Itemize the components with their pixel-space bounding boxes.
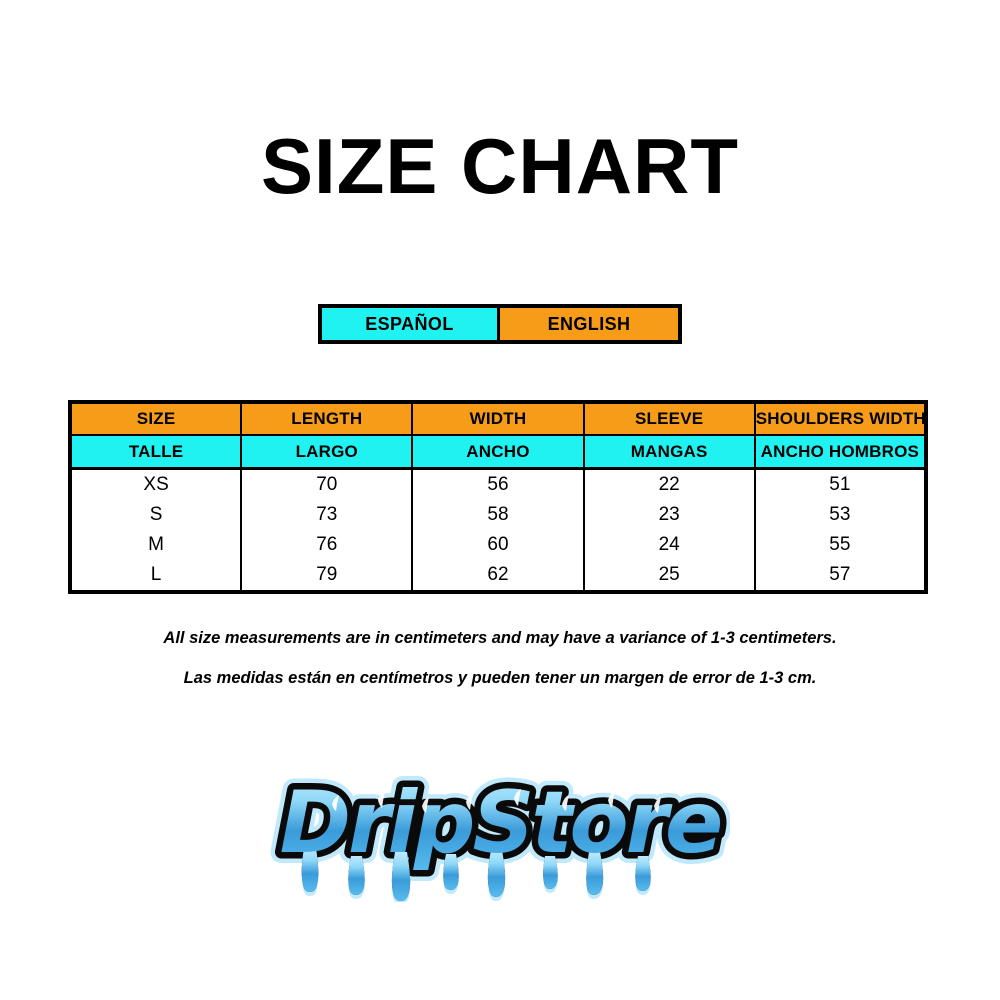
cell-shoulders-width: 57 [753, 560, 926, 592]
table-row: M 76 60 24 55 [70, 530, 926, 560]
cell-size: XS [70, 468, 243, 500]
svg-text:DripStore: DripStore [280, 773, 721, 873]
language-button-english[interactable]: ENGLISH [500, 308, 678, 340]
header-sleeve: SLEEVE [582, 402, 756, 436]
language-button-spanish[interactable]: ESPAÑOL [322, 308, 500, 340]
header-length: LENGTH [240, 402, 414, 436]
table-row: S 73 58 23 53 [70, 500, 926, 530]
cell-sleeve: 25 [582, 560, 756, 592]
cell-size: M [70, 530, 243, 560]
cell-sleeve: 24 [582, 530, 756, 560]
header-shoulders-width: SHOULDERS WIDTH [753, 402, 926, 436]
cell-sleeve: 23 [582, 500, 756, 530]
table-row: XS 70 56 22 51 [70, 468, 926, 500]
svg-text:DripStore: DripStore [280, 773, 721, 873]
dripstore-graffiti-icon: DripStore DripStore DripStore DripStore [270, 762, 730, 902]
cell-length: 79 [240, 560, 414, 592]
table-header-row-english: SIZE LENGTH WIDTH SLEEVE SHOULDERS WIDTH [70, 402, 926, 436]
header-width: WIDTH [411, 402, 585, 436]
header-mangas: MANGAS [582, 435, 756, 470]
cell-size: S [70, 500, 243, 530]
header-largo: LARGO [240, 435, 414, 470]
header-talle: TALLE [70, 435, 243, 470]
footnote-spanish: Las medidas están en centímetros y puede… [183, 669, 817, 687]
cell-shoulders-width: 55 [753, 530, 926, 560]
cell-sleeve: 22 [582, 468, 756, 500]
header-ancho-hombros: ANCHO HOMBROS [753, 435, 926, 470]
cell-width: 62 [411, 560, 585, 592]
header-ancho: ANCHO [411, 435, 585, 470]
cell-length: 73 [240, 500, 414, 530]
cell-length: 70 [240, 468, 414, 500]
table-row: L 79 62 25 57 [70, 560, 926, 592]
header-size: SIZE [70, 402, 243, 436]
cell-shoulders-width: 51 [753, 468, 926, 500]
cell-width: 58 [411, 500, 585, 530]
size-chart-table: SIZE LENGTH WIDTH SLEEVE SHOULDERS WIDTH… [68, 400, 928, 594]
cell-width: 56 [411, 468, 585, 500]
footnote-english: All size measurements are in centimeters… [163, 629, 837, 647]
cell-shoulders-width: 53 [753, 500, 926, 530]
language-toggle-group: ESPAÑOL ENGLISH [318, 304, 682, 344]
cell-width: 60 [411, 530, 585, 560]
cell-size: L [70, 560, 243, 592]
table-header-row-spanish: TALLE LARGO ANCHO MANGAS ANCHO HOMBROS [70, 435, 926, 470]
cell-length: 76 [240, 530, 414, 560]
brand-logo: DripStore DripStore DripStore DripStore [270, 752, 730, 902]
svg-text:DripStore: DripStore [280, 773, 721, 873]
page-title: SIZE CHART [261, 122, 739, 210]
